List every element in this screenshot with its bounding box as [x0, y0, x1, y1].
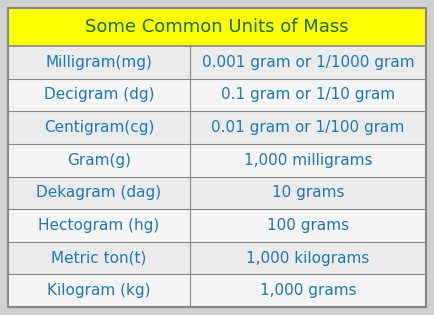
Text: Hectogram (hg): Hectogram (hg) [38, 218, 160, 233]
Text: 100 grams: 100 grams [267, 218, 349, 233]
Text: Some Common Units of Mass: Some Common Units of Mass [85, 18, 349, 36]
Text: 10 grams: 10 grams [272, 185, 344, 200]
Bar [8, 79, 426, 111]
Text: 0.01 gram or 1/100 gram: 0.01 gram or 1/100 gram [211, 120, 404, 135]
Text: 1,000 grams: 1,000 grams [260, 283, 356, 298]
Text: Gram(g): Gram(g) [67, 153, 131, 168]
Text: Dekagram (dag): Dekagram (dag) [36, 185, 161, 200]
Bar [8, 242, 426, 274]
Text: Metric ton(t): Metric ton(t) [51, 250, 147, 266]
Text: Milligram(mg): Milligram(mg) [46, 55, 152, 70]
Bar [8, 46, 426, 79]
Text: Kilogram (kg): Kilogram (kg) [47, 283, 151, 298]
Text: 0.001 gram or 1/1000 gram: 0.001 gram or 1/1000 gram [202, 55, 414, 70]
Bar [8, 209, 426, 242]
Bar [8, 111, 426, 144]
Text: Decigram (dg): Decigram (dg) [44, 88, 154, 102]
Text: Centigram(cg): Centigram(cg) [44, 120, 154, 135]
Bar [8, 8, 426, 46]
Bar [8, 274, 426, 307]
Text: 1,000 milligrams: 1,000 milligrams [243, 153, 372, 168]
Bar [8, 144, 426, 176]
Text: 1,000 kilograms: 1,000 kilograms [246, 250, 370, 266]
Bar [8, 176, 426, 209]
Text: 0.1 gram or 1/10 gram: 0.1 gram or 1/10 gram [221, 88, 395, 102]
